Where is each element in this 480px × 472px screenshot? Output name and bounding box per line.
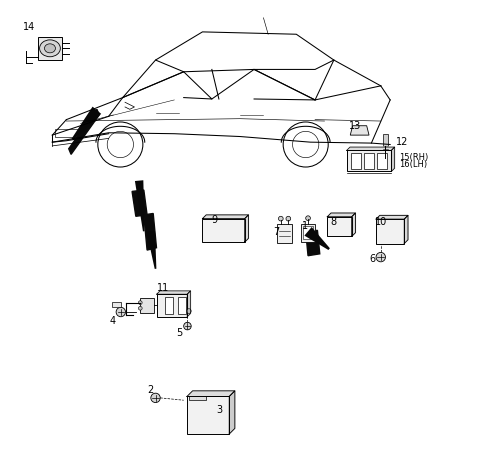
Bar [189, 396, 206, 400]
Polygon shape [245, 215, 249, 242]
Text: 3: 3 [216, 405, 222, 414]
Circle shape [116, 307, 125, 317]
Ellipse shape [45, 44, 56, 53]
Text: 11: 11 [156, 283, 168, 293]
Text: 5: 5 [176, 328, 182, 338]
Ellipse shape [39, 40, 60, 57]
Circle shape [286, 216, 291, 221]
Polygon shape [304, 227, 330, 250]
Circle shape [151, 393, 160, 403]
Bar [301, 224, 315, 242]
Text: 7: 7 [274, 227, 280, 237]
Bar [178, 297, 186, 314]
Text: 15(RH): 15(RH) [399, 152, 428, 162]
Bar [364, 153, 374, 169]
Bar [351, 153, 360, 169]
Bar [165, 297, 173, 314]
Circle shape [138, 306, 142, 310]
Text: 13: 13 [349, 121, 361, 131]
Polygon shape [391, 147, 395, 171]
Polygon shape [327, 213, 355, 217]
Bar [140, 298, 155, 313]
Polygon shape [187, 291, 191, 317]
Text: 16(LH): 16(LH) [399, 160, 428, 169]
Bar [112, 302, 121, 307]
Polygon shape [347, 147, 395, 151]
Text: 14: 14 [23, 22, 35, 32]
Circle shape [187, 309, 191, 313]
Polygon shape [144, 213, 156, 250]
Text: 2: 2 [147, 385, 153, 395]
Text: 6: 6 [369, 253, 375, 263]
Bar [203, 219, 245, 242]
Text: 1: 1 [302, 221, 308, 231]
Polygon shape [147, 231, 156, 269]
Bar [327, 217, 352, 236]
Circle shape [184, 322, 191, 330]
Text: 12: 12 [396, 137, 408, 147]
Polygon shape [72, 107, 101, 140]
Bar [376, 219, 404, 244]
Polygon shape [306, 230, 320, 256]
Bar [303, 226, 313, 239]
Polygon shape [69, 110, 99, 154]
Bar [156, 294, 187, 317]
Text: 9: 9 [211, 215, 217, 225]
Circle shape [278, 216, 283, 221]
Circle shape [306, 216, 311, 220]
Polygon shape [187, 391, 235, 396]
Bar [38, 37, 62, 59]
Circle shape [138, 301, 142, 304]
Polygon shape [135, 180, 144, 231]
Bar [347, 151, 391, 171]
Text: 8: 8 [331, 217, 337, 227]
Polygon shape [350, 126, 369, 135]
Bar [383, 134, 388, 146]
Polygon shape [352, 213, 355, 236]
Bar [277, 224, 292, 243]
Polygon shape [229, 391, 235, 434]
Circle shape [376, 253, 385, 262]
Polygon shape [132, 190, 147, 216]
Bar [377, 153, 387, 169]
Bar [55, 129, 81, 137]
Bar [187, 396, 229, 434]
Text: 10: 10 [375, 217, 387, 227]
Polygon shape [156, 291, 191, 294]
Polygon shape [203, 215, 249, 219]
Polygon shape [404, 215, 408, 244]
Text: 4: 4 [109, 316, 115, 327]
Polygon shape [376, 215, 408, 219]
